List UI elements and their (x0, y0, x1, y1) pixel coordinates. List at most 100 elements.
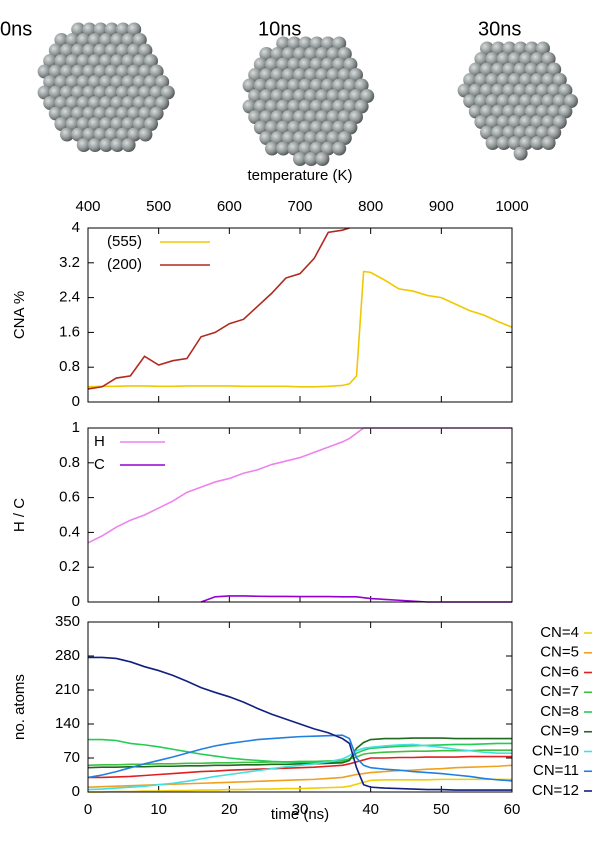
image-label: 10ns (258, 18, 301, 40)
atom (304, 89, 319, 103)
series-line (88, 755, 512, 779)
atom (93, 106, 108, 121)
atom (309, 99, 324, 114)
atom (155, 75, 170, 89)
atom (349, 110, 363, 124)
atom (259, 68, 274, 82)
atom (304, 131, 319, 145)
x-tick-label: 0 (84, 801, 92, 818)
atom (541, 136, 556, 150)
atom (491, 125, 506, 140)
atom (485, 94, 500, 108)
atom (321, 36, 335, 51)
atom (480, 104, 494, 119)
atom (116, 22, 130, 37)
atom (343, 78, 358, 93)
atom (144, 54, 158, 68)
atom (326, 89, 341, 103)
atom (242, 99, 257, 114)
atom (76, 33, 91, 47)
atom (457, 83, 472, 98)
x-axis-label: time (ns) (271, 806, 329, 823)
atom (110, 54, 125, 68)
atom (160, 85, 175, 100)
atom (343, 99, 358, 114)
atom (37, 64, 52, 79)
atom (149, 85, 164, 100)
atom (547, 83, 562, 98)
y-tick-label: 70 (63, 749, 80, 766)
atom (76, 138, 91, 152)
y-tick-label: 0.6 (59, 489, 80, 506)
atom (265, 141, 279, 156)
atom (265, 99, 279, 114)
legend-label: CN=5 (540, 644, 579, 661)
atom (354, 78, 369, 93)
atom (541, 52, 556, 66)
atom (132, 117, 147, 131)
image-label: 30ns (478, 18, 521, 40)
atom (253, 78, 268, 93)
atom (132, 96, 147, 110)
atom (519, 94, 534, 108)
atom (485, 73, 500, 87)
atom (138, 127, 153, 142)
atom (349, 68, 363, 82)
series-line (88, 656, 512, 791)
atom (541, 94, 556, 108)
atom (248, 68, 263, 82)
plot-frame (87, 227, 513, 403)
atom (149, 64, 164, 79)
atom (71, 43, 86, 58)
atom (293, 152, 307, 166)
atom (60, 43, 74, 58)
atom (71, 127, 86, 142)
x-tick-label: 20 (221, 801, 238, 818)
atom (309, 120, 324, 135)
series-line (88, 227, 350, 390)
atom (508, 73, 522, 87)
atom (138, 85, 153, 100)
atom (293, 110, 307, 124)
plot-frame (87, 427, 513, 603)
atom (326, 131, 341, 145)
atom (265, 78, 279, 93)
atom (99, 138, 114, 152)
atom (541, 115, 556, 129)
atom (155, 96, 170, 110)
atom (93, 85, 108, 100)
atom (253, 99, 268, 114)
plot-frame (87, 621, 513, 793)
atom (547, 125, 562, 140)
atom (552, 115, 567, 129)
atom (315, 89, 330, 103)
x2-axis-label: temperature (K) (247, 167, 352, 184)
atom (276, 99, 291, 114)
atom (54, 33, 69, 47)
legend-label: CN=4 (540, 624, 579, 641)
atom (293, 131, 307, 145)
atom (88, 138, 102, 152)
atom (530, 73, 545, 87)
atom (281, 68, 296, 82)
image-label: 0ns (0, 18, 32, 40)
atom (536, 104, 550, 119)
atom (76, 54, 91, 68)
atom (337, 110, 352, 124)
nanoparticle-images (37, 22, 578, 166)
atom (536, 83, 550, 98)
atom (88, 96, 102, 110)
atom (270, 131, 285, 145)
atom (524, 62, 539, 77)
atom (502, 41, 517, 56)
atom (121, 33, 136, 47)
y-axis-label: CNA % (11, 291, 28, 339)
atom (104, 106, 119, 121)
y-tick-label: 0.8 (59, 358, 80, 375)
atom (468, 62, 483, 77)
atom (37, 85, 52, 100)
atom (519, 136, 534, 150)
atom (337, 47, 352, 61)
legend-label: CN=11 (533, 762, 579, 779)
atom (332, 57, 347, 72)
